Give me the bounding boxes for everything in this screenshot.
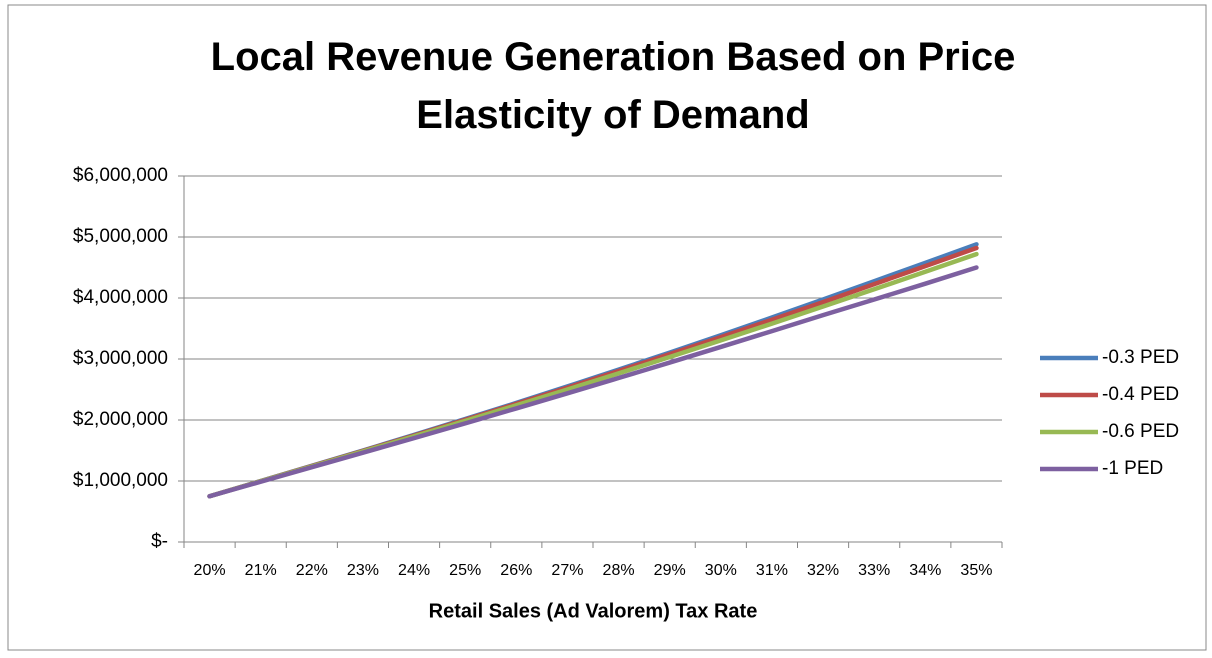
legend-label: -0.3 PED xyxy=(1102,347,1179,368)
y-tick-label: $1,000,000 xyxy=(73,470,168,491)
x-tick-label: 24% xyxy=(398,562,430,579)
y-tick-label: $6,000,000 xyxy=(73,165,168,186)
x-tick-label: 20% xyxy=(194,562,226,579)
y-tick-label: $2,000,000 xyxy=(73,409,168,430)
x-tick-label: 23% xyxy=(347,562,379,579)
x-tick-label: 22% xyxy=(296,562,328,579)
y-tick-label: $- xyxy=(151,531,168,552)
x-tick-label: 21% xyxy=(245,562,277,579)
chart-title: Local Revenue Generation Based on Price … xyxy=(210,35,1016,137)
y-tick-label: $3,000,000 xyxy=(73,348,168,369)
x-tick-label: 33% xyxy=(858,562,890,579)
x-tick-label: 32% xyxy=(807,562,839,579)
x-tick-label: 27% xyxy=(551,562,583,579)
legend-label: -1 PED xyxy=(1102,458,1163,479)
x-tick-label: 26% xyxy=(500,562,532,579)
legend-label: -0.4 PED xyxy=(1102,384,1179,405)
x-tick-label: 29% xyxy=(654,562,686,579)
x-axis-label: Retail Sales (Ad Valorem) Tax Rate xyxy=(429,600,758,622)
x-tick-label: 31% xyxy=(756,562,788,579)
x-tick-label: 35% xyxy=(960,562,992,579)
series-line xyxy=(207,265,979,499)
x-tick-label: 25% xyxy=(449,562,481,579)
legend-label: -0.6 PED xyxy=(1102,421,1179,442)
y-tick-label: $5,000,000 xyxy=(73,226,168,247)
x-tick-label: 30% xyxy=(705,562,737,579)
x-tick-label: 34% xyxy=(909,562,941,579)
y-tick-label: $4,000,000 xyxy=(73,287,168,308)
x-tick-label: 28% xyxy=(603,562,635,579)
